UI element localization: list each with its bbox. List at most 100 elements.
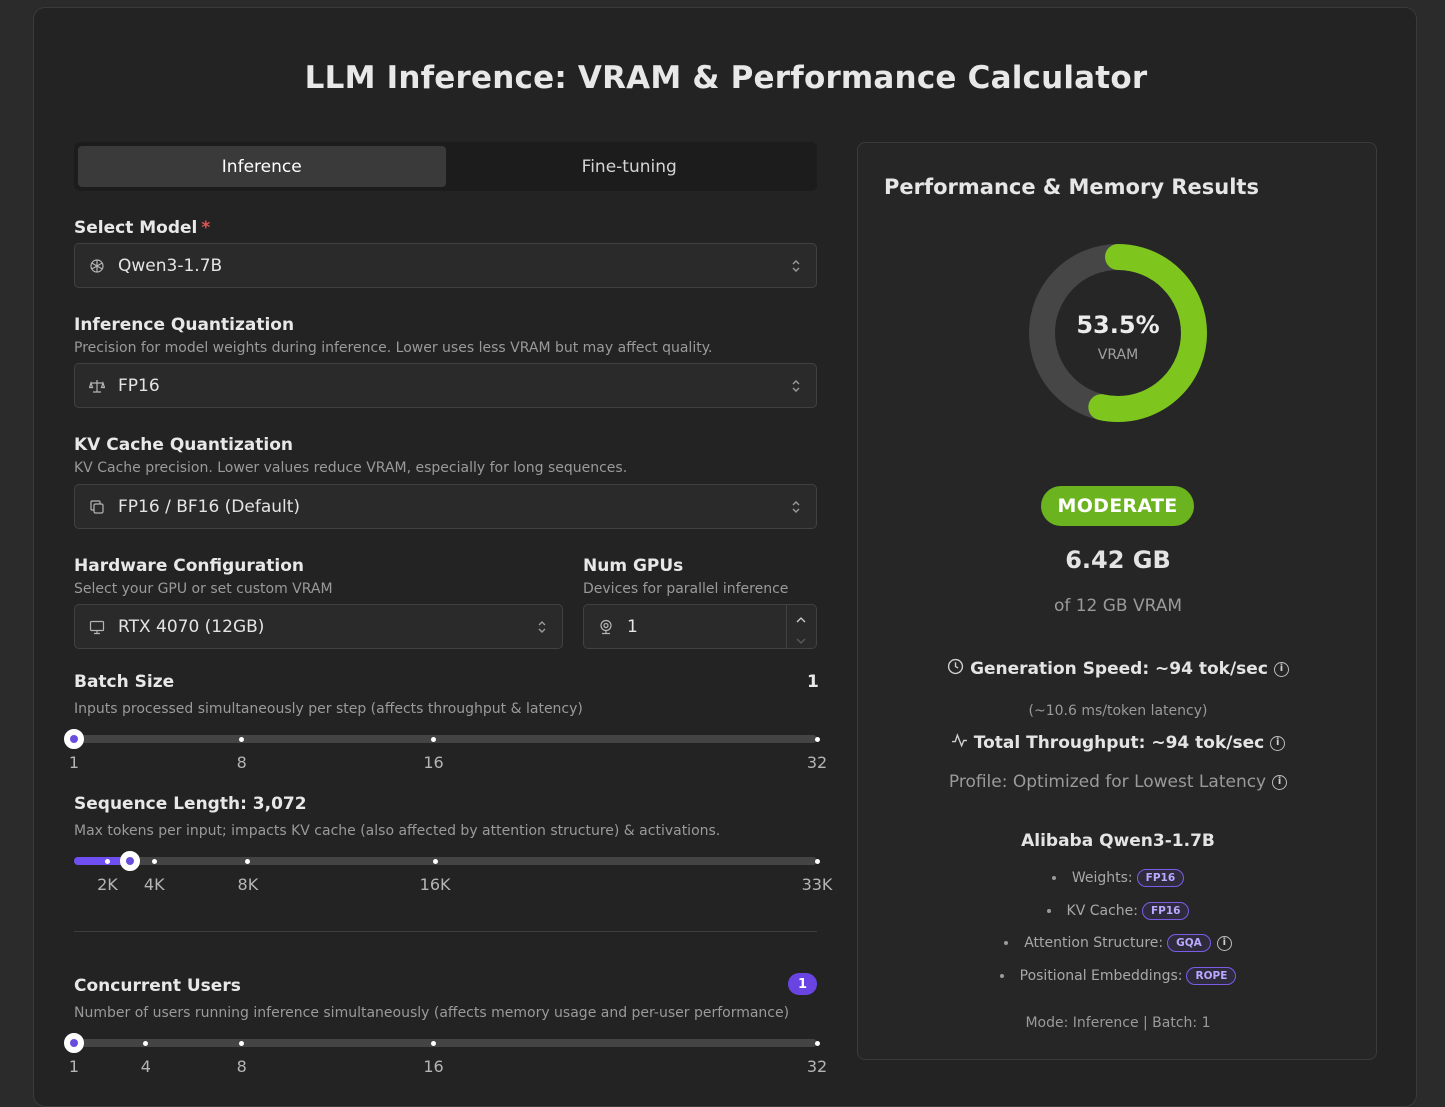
increment-button[interactable] xyxy=(795,610,807,630)
info-icon[interactable]: i xyxy=(1273,661,1289,677)
batch-size-tick xyxy=(814,737,820,742)
concurrent-users-tick-label: 32 xyxy=(806,1057,828,1076)
batch-size-slider[interactable] xyxy=(64,729,820,749)
latency: (~10.6 ms/token latency) xyxy=(1028,703,1208,719)
sequence-length-tick xyxy=(151,859,157,864)
sequence-length-tick-label: 4K xyxy=(143,875,165,894)
info-icon[interactable]: i xyxy=(1216,935,1232,951)
sequence-length-tick-label: 16K xyxy=(419,875,451,894)
batch-size-tick-label: 16 xyxy=(423,753,444,772)
concurrent-users-label: Concurrent Users xyxy=(74,976,241,996)
sequence-length-tick-label: 8K xyxy=(237,875,259,894)
sequence-length-thumb[interactable] xyxy=(120,851,141,871)
batch-size-tick xyxy=(431,737,437,742)
generation-speed: Generation Speed: ~94 tok/sec xyxy=(970,659,1268,679)
status-badge: MODERATE xyxy=(1041,486,1194,526)
attention-row: Attention Structure: GQA i xyxy=(858,934,1378,952)
model-select[interactable]: Qwen3-1.7B xyxy=(74,243,817,288)
hardware-value: RTX 4070 (12GB) xyxy=(118,616,265,637)
gauge-label: VRAM xyxy=(1097,347,1139,363)
concurrent-users-thumb[interactable] xyxy=(64,1033,84,1053)
sequence-length-tick xyxy=(104,859,110,864)
sequence-length-fill xyxy=(74,857,131,865)
page-title: LLM Inference: VRAM & Performance Calcul… xyxy=(304,60,1148,96)
num-gpus-input[interactable]: 1 xyxy=(583,604,817,649)
chevron-up-down-icon xyxy=(790,498,802,516)
webcam-icon xyxy=(598,619,614,635)
concurrent-users-tick-label: 4 xyxy=(140,1057,151,1076)
sequence-length-label: Sequence Length: 3,072 xyxy=(74,794,307,814)
batch-size-thumb[interactable] xyxy=(64,729,84,749)
section-divider xyxy=(74,931,817,932)
kv-cache-pill: FP16 xyxy=(1141,902,1190,920)
inference-quant-help: Precision for model weights during infer… xyxy=(74,340,713,356)
concurrent-users-slider[interactable] xyxy=(64,1033,820,1053)
concurrent-users-tick xyxy=(814,1041,820,1046)
profile-text: Profile: Optimized for Lowest Latency xyxy=(948,772,1267,792)
concurrent-users-help: Number of users running inference simult… xyxy=(74,1005,790,1021)
concurrent-users-badge: 1 xyxy=(788,973,817,995)
hardware-select[interactable]: RTX 4070 (12GB) xyxy=(74,604,563,649)
bullet xyxy=(1051,876,1056,880)
attention-pill: GQA xyxy=(1167,934,1211,952)
batch-size-tick-label: 8 xyxy=(236,753,247,772)
batch-size-tick-label: 32 xyxy=(806,753,828,772)
batch-size-help: Inputs processed simultaneously per step… xyxy=(74,701,583,717)
sequence-length-tick xyxy=(245,859,251,864)
hardware-help: Select your GPU or set custom VRAM xyxy=(74,581,333,597)
sequence-length-slider[interactable] xyxy=(74,851,820,871)
activity-icon xyxy=(951,732,968,754)
info-icon[interactable]: i xyxy=(1270,735,1286,751)
info-icon[interactable]: i xyxy=(1272,774,1288,790)
concurrent-users-tick xyxy=(431,1041,437,1046)
results-panel: Performance & Memory Results 53.5% VRAM … xyxy=(857,142,1377,1060)
mode-tabs: Inference Fine-tuning xyxy=(74,142,817,191)
copy-icon xyxy=(89,499,105,515)
model-value: Qwen3-1.7B xyxy=(118,255,223,276)
clock-icon xyxy=(947,658,964,680)
results-title: Performance & Memory Results xyxy=(884,175,1259,199)
positional-pill: ROPE xyxy=(1186,967,1237,985)
sequence-length-tick xyxy=(432,859,438,864)
bullet xyxy=(999,974,1004,978)
inference-quant-select[interactable]: FP16 xyxy=(74,363,817,408)
kv-cache-row: KV Cache: FP16 xyxy=(858,902,1378,920)
kv-quant-label: KV Cache Quantization xyxy=(74,435,294,455)
decrement-button[interactable] xyxy=(795,631,807,651)
profile-row: Profile: Optimized for Lowest Latency i xyxy=(858,772,1378,792)
num-gpus-label: Num GPUs xyxy=(583,556,684,576)
select-model-label: Select Model * xyxy=(74,218,211,238)
mode-summary: Mode: Inference | Batch: 1 xyxy=(1025,1015,1211,1031)
model-name: Alibaba Qwen3-1.7B xyxy=(1021,831,1215,851)
sequence-length-tick-label: 33K xyxy=(801,875,833,894)
monitor-icon xyxy=(89,619,105,635)
generation-speed-row: Generation Speed: ~94 tok/sec i xyxy=(858,658,1378,680)
positional-row: Positional Embeddings: ROPE xyxy=(858,967,1378,985)
chevron-up-down-icon xyxy=(790,257,802,275)
gauge-arc xyxy=(1029,244,1207,422)
kv-quant-help: KV Cache precision. Lower values reduce … xyxy=(74,460,628,476)
vram-gauge xyxy=(1029,244,1207,422)
sequence-length-tick xyxy=(814,859,820,864)
batch-size-tick xyxy=(239,737,245,742)
tab-inference[interactable]: Inference xyxy=(78,146,446,187)
stepper-buttons xyxy=(786,605,816,648)
batch-size-tick-label: 1 xyxy=(68,753,80,772)
chevron-up-down-icon xyxy=(790,377,802,395)
tab-fine-tuning[interactable]: Fine-tuning xyxy=(581,156,677,177)
inference-quant-label: Inference Quantization xyxy=(74,315,295,335)
weights-row: Weights: FP16 xyxy=(858,869,1378,887)
kv-quant-select[interactable]: FP16 / BF16 (Default) xyxy=(74,484,817,529)
calculator-panel: LLM Inference: VRAM & Performance Calcul… xyxy=(33,7,1417,1107)
weights-pill: FP16 xyxy=(1136,869,1185,887)
required-marker: * xyxy=(201,218,211,238)
concurrent-users-tick-label: 1 xyxy=(68,1057,80,1076)
vram-used: 6.42 GB xyxy=(1065,546,1171,574)
concurrent-users-tick xyxy=(239,1041,245,1046)
gauge-percent: 53.5% xyxy=(1076,311,1160,339)
throughput-row: Total Throughput: ~94 tok/sec i xyxy=(858,732,1378,754)
vram-total: of 12 GB VRAM xyxy=(1053,596,1183,616)
hardware-label: Hardware Configuration xyxy=(74,556,304,576)
num-gpus-help: Devices for parallel inference xyxy=(583,581,789,597)
bullet xyxy=(1046,909,1051,913)
